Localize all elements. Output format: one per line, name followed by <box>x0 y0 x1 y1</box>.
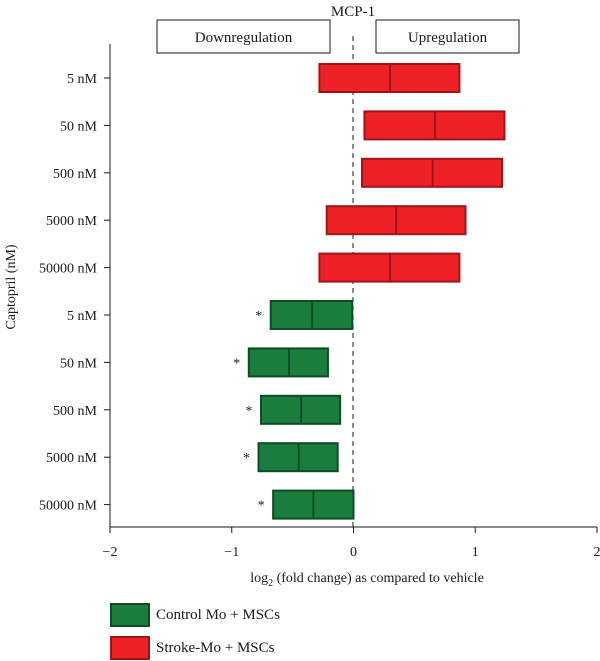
x-tick-label: 1 <box>472 545 479 560</box>
legend-label-stroke: Stroke-Mo + MSCs <box>156 640 275 656</box>
upregulation-box <box>375 19 520 54</box>
significance-marker: * <box>245 404 252 419</box>
category-label: 5000 nM <box>46 451 98 466</box>
significance-marker: * <box>258 499 265 514</box>
upregulation-label: Upregulation <box>408 30 488 46</box>
legend-swatch-control <box>110 603 150 627</box>
legend-label-control: Control Mo + MSCs <box>156 607 280 623</box>
category-label: 50 nM <box>60 119 98 134</box>
significance-marker: * <box>233 356 240 371</box>
downregulation-label: Downregulation <box>195 30 293 46</box>
legend: Control Mo + MSCs Stroke-Mo + MSCs <box>110 603 280 660</box>
category-label: 50000 nM <box>39 262 98 277</box>
y-category-labels: 5 nM 50 nM 500 nM 5000 nM 50000 nM 5 nM 50 nM 5… <box>39 72 110 514</box>
category-label: 5 nM <box>67 72 98 87</box>
x-tick-label: 0 <box>350 545 357 560</box>
significance-marker: * <box>243 451 250 466</box>
category-label: 50000 nM <box>39 499 98 514</box>
y-axis-title: Captopril (nM) <box>4 244 19 329</box>
downregulation-box <box>156 19 331 54</box>
category-label: 500 nM <box>53 404 98 419</box>
significance-marker: * <box>255 309 262 324</box>
category-label: 500 nM <box>53 167 98 182</box>
bars: * * * * * <box>233 63 506 520</box>
category-label: 50 nM <box>60 356 98 371</box>
x-tick-label: −2 <box>103 545 118 560</box>
legend-swatch-stroke <box>110 636 150 660</box>
x-tick-label: 2 <box>594 545 600 560</box>
x-ticks: −2 −1 0 1 2 <box>103 527 600 560</box>
chart-title: MCP-1 <box>331 4 375 20</box>
x-tick-label: −1 <box>224 545 239 560</box>
x-axis-title: log2 (fold change) as compared to vehicl… <box>250 571 484 589</box>
category-label: 5000 nM <box>46 214 98 229</box>
category-label: 5 nM <box>67 309 98 324</box>
